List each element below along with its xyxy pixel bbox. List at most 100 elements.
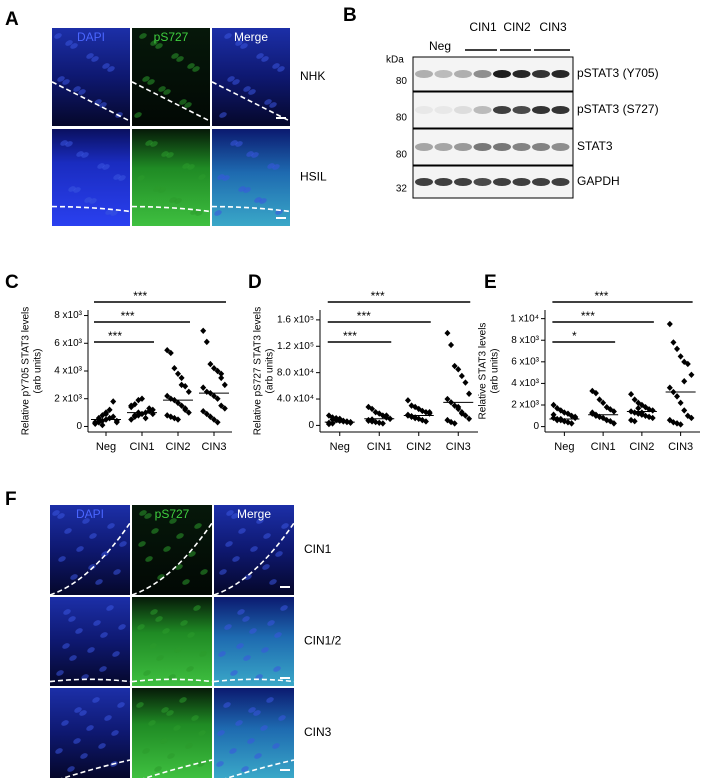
data-point — [379, 420, 386, 427]
data-point — [175, 416, 181, 423]
nucleus — [264, 99, 272, 105]
nucleus — [151, 528, 159, 534]
y-axis-label: Relative pS727 STAT3 levels — [253, 307, 264, 436]
data-point — [203, 410, 210, 418]
x-tick-label: Neg — [330, 441, 350, 453]
nucleus — [160, 738, 168, 744]
nucleus — [225, 541, 233, 547]
lane-label: CIN3 — [539, 20, 567, 34]
nucleus — [167, 753, 175, 759]
nucleus — [56, 670, 64, 676]
nucleus — [87, 647, 95, 653]
x-tick-label: CIN3 — [201, 441, 226, 453]
nucleus — [145, 140, 153, 146]
nucleus — [254, 197, 262, 203]
band — [532, 178, 550, 186]
data-point — [649, 414, 656, 422]
nucleus — [254, 753, 262, 759]
data-point — [333, 414, 340, 422]
nucleus — [163, 89, 171, 95]
nucleus — [274, 632, 282, 638]
band — [473, 143, 492, 151]
row-label: CIN3 — [304, 725, 332, 739]
data-point — [649, 407, 656, 414]
blot-label: pSTAT3 (S727) — [577, 102, 659, 116]
data-point — [211, 416, 217, 423]
y-axis-label: (arb units) — [33, 348, 44, 393]
data-point — [207, 413, 214, 420]
data-point — [568, 420, 575, 427]
unit-label: kDa — [386, 55, 404, 66]
nucleus — [150, 40, 158, 46]
nucleus — [168, 674, 176, 680]
nucleus — [166, 710, 174, 716]
row-label: CIN1/2 — [304, 634, 342, 648]
nucleus — [57, 513, 65, 519]
panel-letter: E — [484, 272, 497, 293]
band — [493, 143, 511, 151]
nucleus — [256, 518, 264, 524]
data-point — [383, 412, 390, 419]
data-point — [631, 418, 638, 425]
significance-label: *** — [343, 329, 357, 343]
basement-membrane — [49, 522, 131, 596]
band — [454, 178, 472, 186]
data-point — [128, 416, 135, 423]
nucleus — [142, 76, 150, 82]
nucleus — [232, 556, 240, 562]
nucleus — [232, 79, 240, 85]
nucleus — [171, 53, 179, 59]
nucleus — [158, 86, 166, 92]
data-point — [110, 398, 117, 405]
data-point — [550, 411, 557, 418]
nucleus — [101, 551, 109, 557]
nucleus — [134, 112, 142, 118]
y-tick-label: 0 — [76, 421, 82, 432]
nucleus — [253, 710, 261, 716]
data-point — [369, 405, 376, 413]
data-point — [670, 339, 677, 346]
nucleus — [86, 725, 94, 731]
nucleus — [244, 574, 252, 580]
nucleus — [107, 66, 115, 72]
nucleus — [238, 528, 246, 534]
nucleus — [79, 710, 87, 716]
nucleus — [99, 102, 107, 108]
y-tick-label: 8.0 x10⁴ — [277, 367, 314, 378]
nucleus — [243, 655, 251, 661]
basement-membrane — [51, 759, 131, 781]
data-point — [681, 378, 688, 385]
y-tick-label: 0 — [533, 421, 539, 432]
y-tick-label: 0 — [308, 420, 314, 431]
nucleus — [68, 616, 76, 622]
nucleus — [230, 670, 238, 676]
nucleus — [57, 76, 65, 82]
nucleus — [52, 510, 60, 516]
nucleus — [199, 651, 207, 657]
data-point — [444, 329, 451, 337]
band — [493, 70, 511, 78]
nucleus — [260, 725, 268, 731]
data-point — [592, 389, 599, 397]
nucleus — [226, 510, 234, 516]
band — [551, 178, 570, 186]
panel-letter: D — [248, 272, 262, 293]
lane-label: Neg — [429, 39, 451, 53]
nucleus — [180, 620, 188, 626]
band — [512, 70, 531, 78]
basement-membrane — [131, 678, 213, 683]
data-point — [426, 409, 433, 416]
data-point — [638, 409, 645, 416]
nucleus — [161, 707, 169, 713]
band — [434, 70, 453, 78]
data-point — [203, 338, 210, 346]
data-point — [218, 370, 225, 377]
size-label: 80 — [396, 113, 408, 124]
data-point — [455, 403, 462, 411]
y-tick-label: 8 x10³ — [54, 310, 82, 321]
data-point — [211, 365, 217, 372]
data-point — [131, 412, 138, 419]
band — [415, 106, 433, 114]
nucleus — [136, 702, 144, 708]
band — [493, 178, 511, 186]
